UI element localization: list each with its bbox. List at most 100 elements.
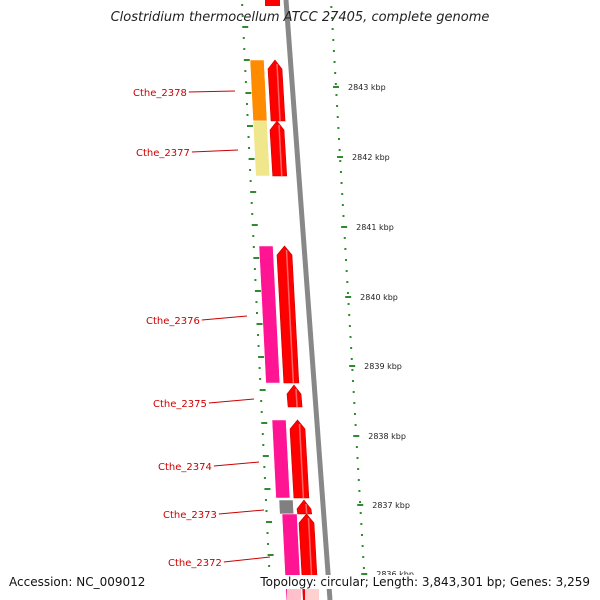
ring-dot	[261, 433, 264, 435]
ring-dot	[333, 61, 336, 63]
ring-dot	[361, 545, 364, 547]
kbp-tick-mark	[337, 156, 344, 158]
ring-dot	[330, 6, 333, 8]
gene-label[interactable]: Cthe_2377	[136, 148, 190, 159]
ring-dot	[356, 457, 359, 459]
ring-dot	[345, 270, 348, 272]
ring-dot	[255, 312, 258, 314]
cog-bar	[287, 588, 301, 600]
ring-dot	[243, 59, 250, 61]
ring-dot	[260, 400, 263, 402]
ring-dot	[345, 259, 348, 261]
ring-dot	[242, 26, 249, 28]
accession-text: Accession: NC_009012	[9, 575, 146, 589]
kbp-tick-layer: 2843 kbp 2842 kbp 2841 kbp 2840 kbp 2839 kbp…	[333, 83, 414, 579]
ring-dot	[332, 39, 335, 41]
ring-dot	[248, 147, 251, 149]
gene-label-layer: Cthe_2378 Cthe_2377 Cthe_2376 Cthe_2375 Cthe…	[133, 88, 271, 569]
ring-dot	[268, 565, 271, 567]
ring-dot	[260, 411, 263, 413]
gene-label[interactable]: Cthe_2373	[163, 510, 217, 521]
cds-arrow	[267, 59, 286, 122]
gene-label[interactable]: Cthe_2374	[158, 462, 212, 473]
ring-dot	[341, 204, 344, 206]
ring-dot	[355, 446, 358, 448]
gene-leader-line	[208, 398, 255, 404]
ring-dot	[250, 191, 257, 193]
gene-leader-line	[201, 315, 248, 321]
kbp-tick-mark	[361, 573, 368, 575]
ring-dot	[350, 358, 353, 360]
ring-dot	[338, 149, 341, 151]
ring-dot	[247, 125, 253, 127]
ring-dot	[337, 127, 340, 129]
kbp-tick-mark	[357, 504, 364, 506]
cds-highlight	[298, 423, 305, 499]
ring-dot	[259, 389, 266, 391]
kbp-tick-mark	[353, 435, 360, 437]
gene-label[interactable]: Cthe_2372	[168, 558, 222, 569]
ring-dot	[266, 532, 269, 534]
ring-dot	[257, 334, 260, 336]
inner-dotted-ring	[241, 4, 274, 567]
ring-dot	[336, 116, 339, 118]
gene-label[interactable]: Cthe_2378	[133, 88, 187, 99]
ring-dot	[353, 402, 356, 404]
cog-bar	[278, 499, 294, 515]
cds-arrow	[286, 384, 303, 408]
ring-dot	[243, 48, 246, 50]
ring-dot	[338, 138, 341, 140]
ring-dot	[241, 15, 244, 17]
ring-dot	[332, 50, 335, 52]
gene-leader-line	[213, 461, 260, 467]
ring-dot	[342, 215, 345, 217]
ring-dot	[259, 378, 262, 380]
kbp-tick-mark	[341, 226, 348, 228]
cog-bar	[258, 245, 281, 384]
cds-arrow	[269, 120, 288, 177]
kbp-label: 2839 kbp	[364, 362, 402, 371]
ring-dot	[352, 380, 355, 382]
gene-leader-line	[188, 90, 236, 93]
ring-dot	[264, 499, 267, 501]
ring-dot	[334, 72, 337, 74]
cog-bar	[249, 59, 268, 122]
ring-dot	[252, 246, 255, 248]
cds-arrow	[276, 245, 300, 384]
gene-leader-line	[223, 556, 271, 563]
gene-label[interactable]: Cthe_2376	[146, 316, 200, 327]
cog-bar	[271, 419, 291, 499]
ring-dot	[266, 521, 273, 523]
ring-dot	[359, 512, 362, 514]
cog-bar	[252, 120, 271, 177]
ring-dot	[357, 468, 360, 470]
ring-dot	[258, 367, 261, 369]
ring-dot	[335, 94, 338, 96]
ring-dot	[358, 490, 361, 492]
cds-highlight	[305, 503, 308, 515]
ring-dot	[265, 510, 268, 512]
ring-dot	[246, 114, 249, 116]
cds-arrow	[289, 419, 310, 499]
ring-dot	[245, 103, 248, 105]
ring-dot	[262, 455, 269, 457]
kbp-label: 2836 kbp	[376, 570, 414, 579]
ring-dot	[261, 422, 268, 424]
ring-dot	[346, 292, 349, 294]
ring-dot	[349, 336, 352, 338]
ring-dot	[359, 501, 362, 503]
gene-leader-line	[218, 509, 265, 515]
ring-dot	[262, 444, 265, 446]
ring-dot	[264, 488, 271, 490]
cds-highlight	[276, 63, 281, 122]
ring-dot	[244, 81, 247, 83]
kbp-tick-mark	[349, 365, 356, 367]
map-title: Clostridium thermocellum ATCC 27405, com…	[110, 10, 490, 25]
ring-dot	[339, 171, 342, 173]
gene-label[interactable]: Cthe_2375	[153, 399, 207, 410]
ring-dot	[340, 182, 343, 184]
ring-dot	[251, 224, 258, 226]
ring-dot	[245, 92, 252, 94]
ring-dot	[263, 466, 266, 468]
